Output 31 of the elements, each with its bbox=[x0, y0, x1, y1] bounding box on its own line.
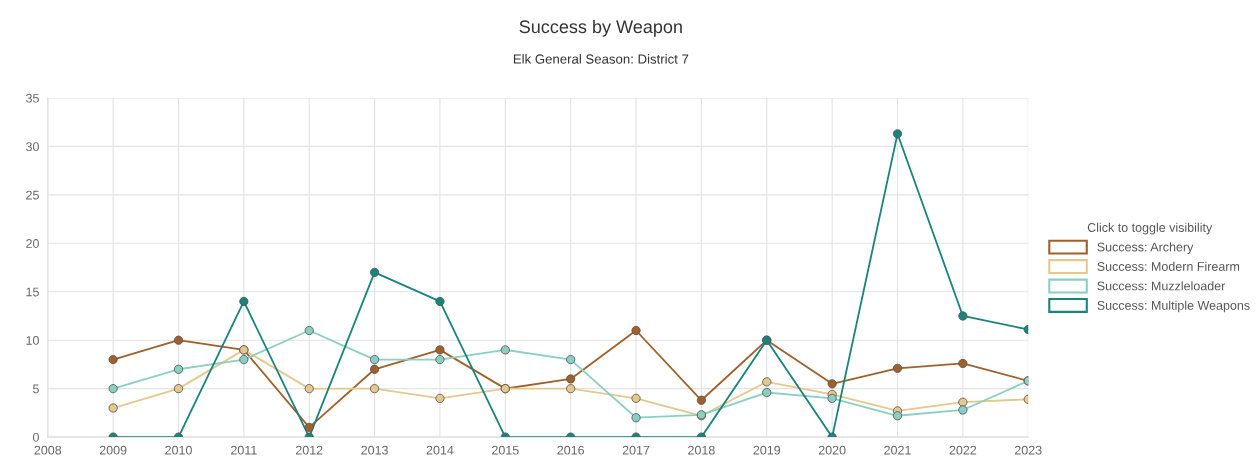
y-tick-label: 20 bbox=[26, 239, 39, 248]
x-tick-label: 2011 bbox=[231, 445, 257, 455]
legend-label: Success: Muzzleloader bbox=[1097, 281, 1226, 291]
legend-label: Success: Archery bbox=[1097, 242, 1194, 254]
x-tick-label: 2021 bbox=[884, 445, 911, 455]
x-tick-label: 2014 bbox=[426, 445, 454, 455]
x-tick-label: 2022 bbox=[949, 445, 977, 455]
x-tick-label: 2009 bbox=[99, 445, 127, 455]
x-tick-label: 2023 bbox=[1014, 445, 1042, 455]
x-tick-label: 2015 bbox=[492, 445, 519, 455]
y-tick-label: 30 bbox=[26, 142, 39, 152]
x-tick-label: 2020 bbox=[818, 445, 846, 455]
x-tick-label: 2013 bbox=[361, 445, 388, 455]
y-tick-label: 10 bbox=[26, 336, 39, 345]
chart-title: Success by Weapon bbox=[519, 19, 682, 37]
x-tick-label: 2010 bbox=[165, 445, 192, 455]
x-tick-label: 2012 bbox=[295, 445, 323, 455]
x-tick-label: 2008 bbox=[34, 445, 62, 455]
y-tick-label: 35 bbox=[26, 93, 39, 103]
y-tick-label: 5 bbox=[32, 384, 39, 394]
legend-label: Success: Multiple Weapons bbox=[1097, 300, 1250, 313]
x-tick-label: 2019 bbox=[753, 445, 781, 455]
chart-subtitle: Elk General Season: District 7 bbox=[513, 54, 689, 64]
legend-label: Success: Modern Firearm bbox=[1097, 261, 1240, 271]
y-tick-label: 0 bbox=[32, 432, 39, 442]
x-tick-label: 2018 bbox=[688, 445, 715, 455]
x-tick-label: 2016 bbox=[557, 445, 585, 455]
y-tick-label: 25 bbox=[26, 190, 39, 200]
legend-title: Click to toggle visibility bbox=[1087, 222, 1213, 235]
y-tick-label: 15 bbox=[26, 287, 39, 297]
x-tick-label: 2017 bbox=[622, 445, 650, 455]
